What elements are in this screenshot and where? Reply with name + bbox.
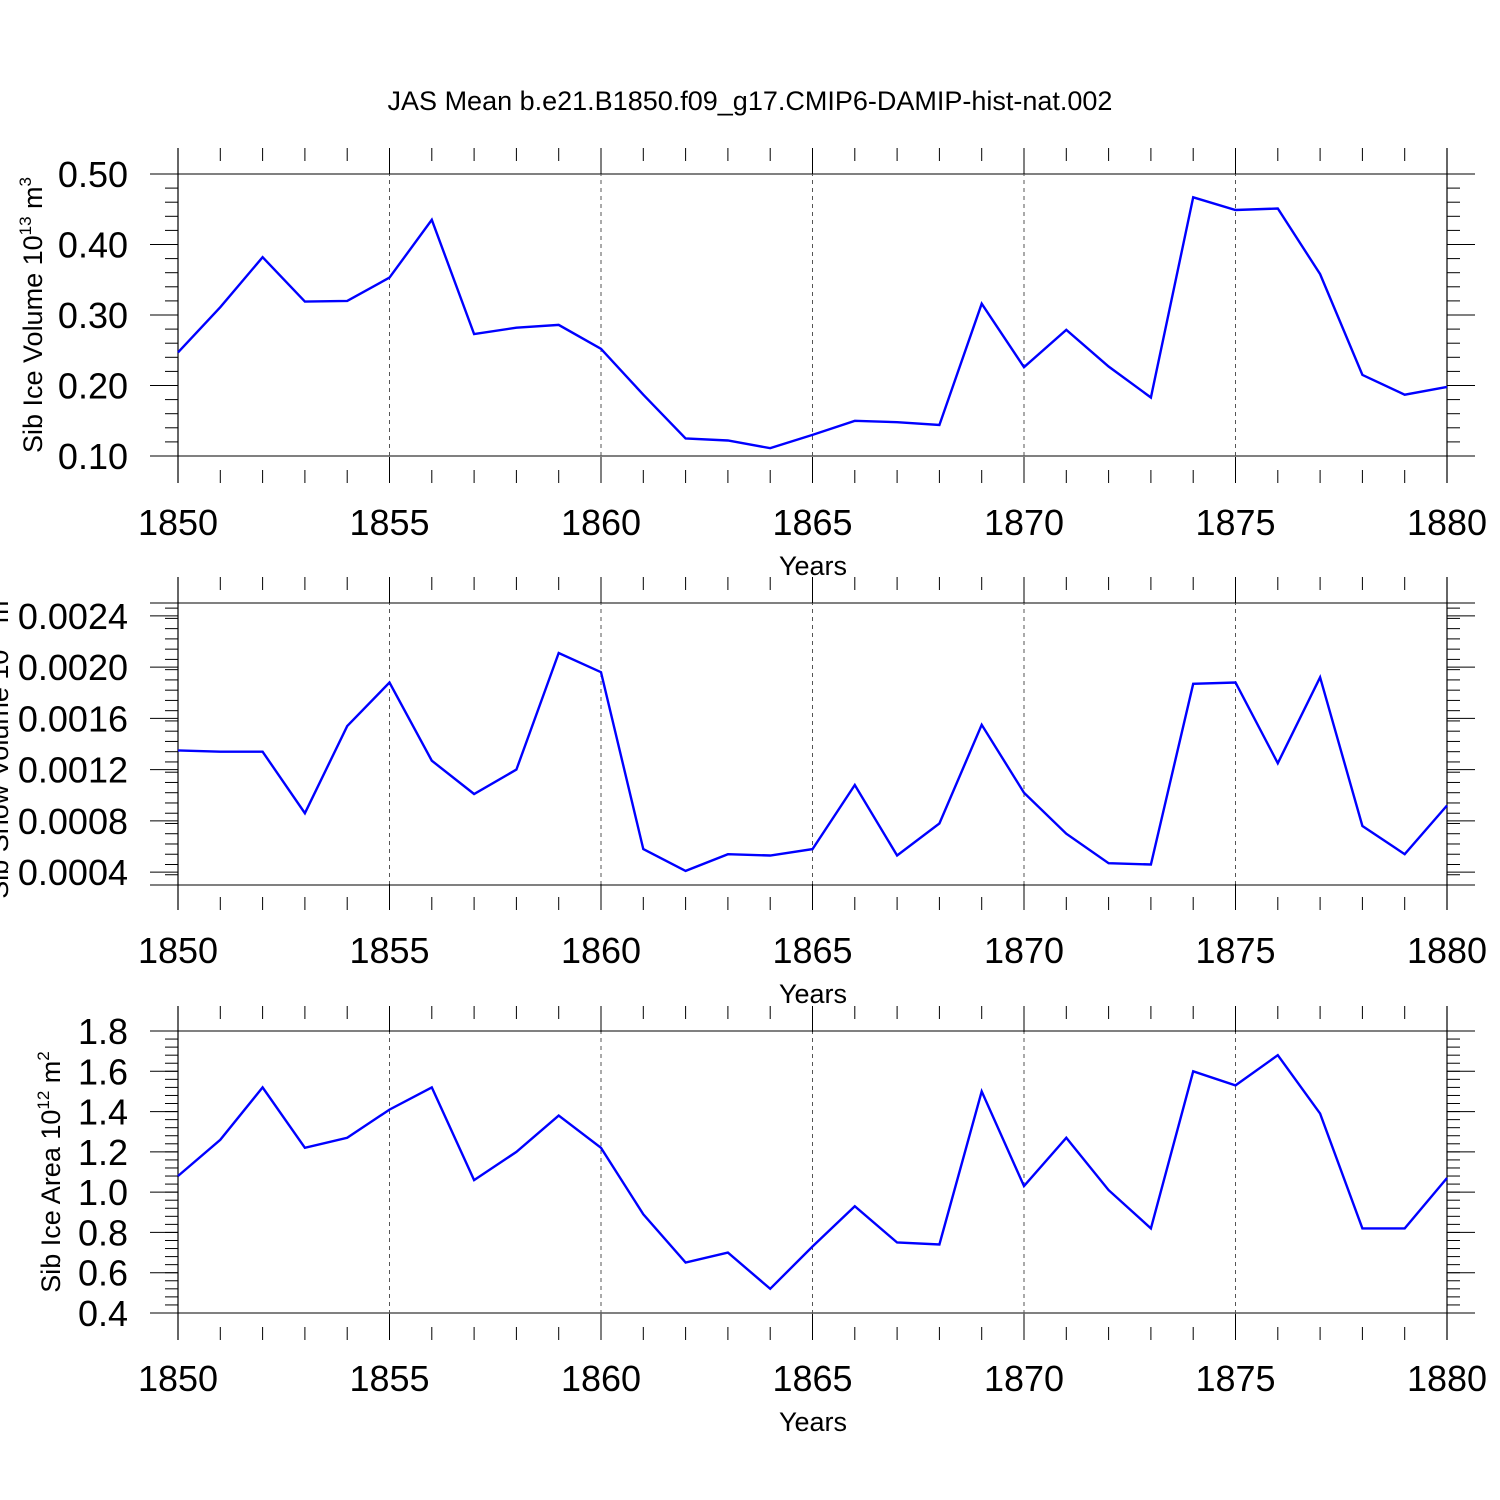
y-tick-label: 0.0008 [18, 801, 128, 842]
x-tick-label: 1855 [349, 930, 429, 971]
y-tick-label: 0.10 [58, 436, 128, 477]
x-tick-label: 1865 [772, 502, 852, 543]
x-tick-label: 1880 [1407, 1358, 1487, 1399]
x-tick-label: 1870 [984, 930, 1064, 971]
y-tick-label: 0.30 [58, 295, 128, 336]
y-tick-label: 0.0004 [18, 852, 128, 893]
x-tick-label: 1860 [561, 1358, 641, 1399]
y-tick-label: 0.20 [58, 366, 128, 407]
x-tick-label: 1850 [138, 1358, 218, 1399]
y-tick-label: 0.6 [78, 1253, 128, 1294]
x-tick-label: 1875 [1195, 502, 1275, 543]
x-tick-label: 1855 [349, 502, 429, 543]
x-tick-label: 1855 [349, 1358, 429, 1399]
series-line [177, 1053, 1448, 1291]
x-axis-label: Years [779, 551, 847, 581]
y-axis-label: Sib Ice Area 1012 m2 [34, 1051, 66, 1293]
x-tick-label: 1860 [561, 502, 641, 543]
y-tick-label: 1.6 [78, 1051, 128, 1092]
chart-title: JAS Mean b.e21.B1850.f09_g17.CMIP6-DAMIP… [388, 86, 1113, 116]
x-tick-label: 1875 [1195, 930, 1275, 971]
series-line [177, 195, 1448, 450]
y-tick-label: 1.8 [78, 1011, 128, 1052]
y-tick-label: 1.4 [78, 1092, 128, 1133]
y-tick-label: 0.0016 [18, 698, 128, 739]
x-tick-label: 1880 [1407, 930, 1487, 971]
y-tick-label: 1.2 [78, 1132, 128, 1173]
x-tick-label: 1870 [984, 1358, 1064, 1399]
y-tick-label: 0.8 [78, 1212, 128, 1253]
y-axis-label: Sib Ice Volume 1013 m3 [16, 177, 48, 453]
y-tick-label: 0.0024 [18, 596, 128, 637]
x-tick-label: 1875 [1195, 1358, 1275, 1399]
panel-1: 0.10 0.20 0.30 0.40 0.50 1850 1855 1860 1865 1870… [16, 148, 1487, 581]
y-tick-label: 0.4 [78, 1293, 128, 1334]
x-tick-label: 1865 [772, 930, 852, 971]
panel-2: 0.0004 0.0008 0.0012 0.0016 0.0020 0.0024 1850… [0, 577, 1487, 1009]
x-axis-label: Years [779, 979, 847, 1009]
y-tick-label: 0.0012 [18, 750, 128, 791]
y-tick-label: 0.50 [58, 154, 128, 195]
x-axis-label: Years [779, 1407, 847, 1437]
y-tick-label: 1.0 [78, 1172, 128, 1213]
x-tick-label: 1865 [772, 1358, 852, 1399]
panel-3: 0.40.60.81.01.21.41.61.8 1850 1855 1860 1865… [34, 1006, 1487, 1437]
x-tick-label: 1870 [984, 502, 1064, 543]
x-tick-label: 1880 [1407, 502, 1487, 543]
y-tick-label: 0.40 [58, 225, 128, 266]
x-tick-label: 1860 [561, 930, 641, 971]
x-tick-label: 1850 [138, 502, 218, 543]
y-axis-label: Sib Snow Volume 1013 m3 [0, 591, 14, 899]
x-tick-label: 1850 [138, 930, 218, 971]
series-line [177, 651, 1448, 873]
y-tick-label: 0.0020 [18, 647, 128, 688]
